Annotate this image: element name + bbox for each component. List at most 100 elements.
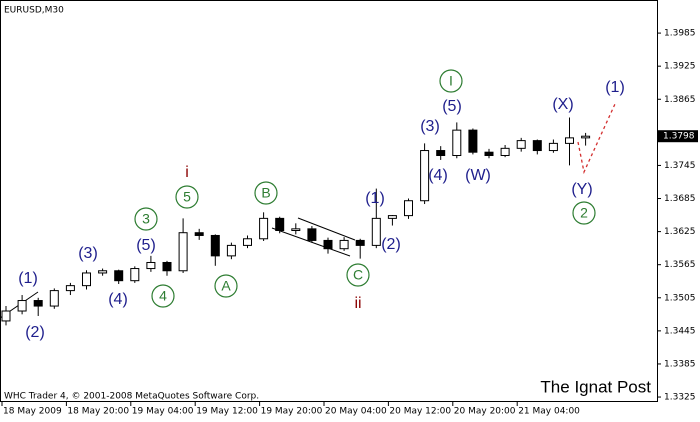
y-tick-label: 1.3325	[664, 393, 696, 403]
candle-body	[49, 290, 59, 307]
candle-body	[114, 270, 124, 282]
x-tick-label: 20 May 12:00	[389, 407, 451, 417]
watermark: The Ignat Post	[540, 377, 651, 396]
candle-body	[532, 140, 542, 152]
wave-circle	[572, 201, 596, 225]
candle-body	[452, 129, 462, 157]
y-tick-label: 1.3385	[664, 359, 696, 369]
candle-body	[355, 239, 365, 246]
candle-body	[307, 228, 317, 241]
wave-label: (1)	[18, 270, 38, 287]
wave-label: 3	[142, 211, 150, 227]
candle-body	[339, 239, 349, 250]
candle-body	[1, 310, 11, 322]
wave-label: (1)	[365, 190, 385, 207]
y-tick-label: 1.3865	[664, 95, 696, 105]
wave-label: (W)	[465, 167, 491, 184]
wave-label: (Y)	[571, 181, 592, 198]
wave-circle	[439, 69, 463, 93]
candle-body	[178, 232, 188, 272]
wave-label: (5)	[136, 237, 156, 254]
candle-body	[581, 135, 591, 139]
candle-body	[259, 217, 269, 240]
wave-label: i	[185, 164, 189, 181]
footer: WHC Trader 4, © 2001-2008 MetaQuotes Sof…	[4, 392, 259, 402]
candle-body	[565, 137, 574, 144]
last-price-label: 1.3798	[663, 132, 695, 142]
chart-title: EURUSD,M30	[4, 6, 64, 16]
wave-circle	[151, 284, 175, 308]
candle-body	[420, 150, 430, 202]
y-tick-label: 1.3625	[664, 227, 696, 237]
projection-line	[577, 103, 616, 175]
wave-label: (3)	[78, 245, 98, 262]
candle-body	[387, 215, 397, 219]
candle-body	[33, 300, 43, 307]
candle-body	[404, 200, 413, 217]
channel-line	[271, 227, 351, 257]
candle-body	[323, 239, 333, 250]
candle-body	[436, 150, 446, 157]
candle-body	[162, 261, 172, 272]
candle-body	[210, 234, 220, 257]
wave-circle	[254, 181, 278, 205]
candle-body	[146, 261, 156, 270]
x-tick-label: 21 May 04:00	[518, 407, 580, 417]
y-tick-label: 1.3565	[664, 260, 696, 270]
candle-body	[130, 268, 140, 282]
wave-label: (X)	[552, 96, 573, 113]
candle-body	[500, 147, 510, 157]
candle-body	[17, 300, 27, 312]
wave-circle	[134, 207, 158, 231]
candle-body	[243, 238, 252, 246]
y-tick-label: 1.3745	[664, 161, 696, 171]
y-tick-label: 1.3925	[664, 62, 696, 72]
wave-label: 5	[183, 189, 191, 205]
y-tick-label: 1.3445	[664, 326, 696, 336]
candle-body	[226, 244, 236, 257]
last-price-tag	[658, 130, 698, 143]
candle-body	[291, 228, 301, 232]
candle-body	[516, 140, 526, 149]
wave-label: 4	[159, 288, 167, 304]
x-tick-label: 20 May 04:00	[325, 407, 387, 417]
x-tick-label: 19 May 20:00	[261, 407, 323, 417]
candle-body	[371, 217, 381, 246]
wave-label: (2)	[25, 324, 45, 341]
wave-circle	[175, 185, 199, 209]
wave-label: I	[449, 73, 453, 89]
y-tick-label: 1.3505	[664, 293, 696, 303]
x-tick-label: 19 May 04:00	[132, 407, 194, 417]
wave-label: (5)	[442, 98, 462, 115]
candle-body	[194, 232, 204, 236]
y-tick-label: 1.3685	[664, 194, 696, 204]
x-tick-label: 20 May 20:00	[454, 407, 516, 417]
wave-label: (3)	[420, 118, 440, 135]
x-tick-label: 18 May 2009	[3, 407, 62, 417]
wave-label: (1)	[605, 79, 625, 96]
wave-label: A	[221, 278, 231, 294]
wave-label: (4)	[428, 167, 448, 184]
x-tick-label: 18 May 20:00	[67, 407, 129, 417]
wave-circle	[346, 263, 370, 287]
candle-body	[275, 217, 285, 232]
wave-label: B	[261, 185, 270, 201]
candle-body	[468, 129, 478, 153]
plot-frame	[0, 0, 658, 402]
wave-circle	[214, 274, 238, 298]
candle-body	[65, 285, 75, 292]
y-tick-label: 1.3985	[664, 29, 696, 39]
wave-label: (2)	[381, 236, 401, 253]
channel-line	[297, 217, 356, 241]
candle-body	[484, 151, 494, 157]
candle-body	[82, 272, 91, 287]
candle-body	[98, 270, 108, 274]
x-tick-label: 19 May 12:00	[196, 407, 258, 417]
wave-label: 2	[580, 205, 588, 221]
wave-label: C	[353, 267, 363, 283]
candle-body	[548, 142, 558, 152]
wave-label: (4)	[108, 291, 128, 308]
